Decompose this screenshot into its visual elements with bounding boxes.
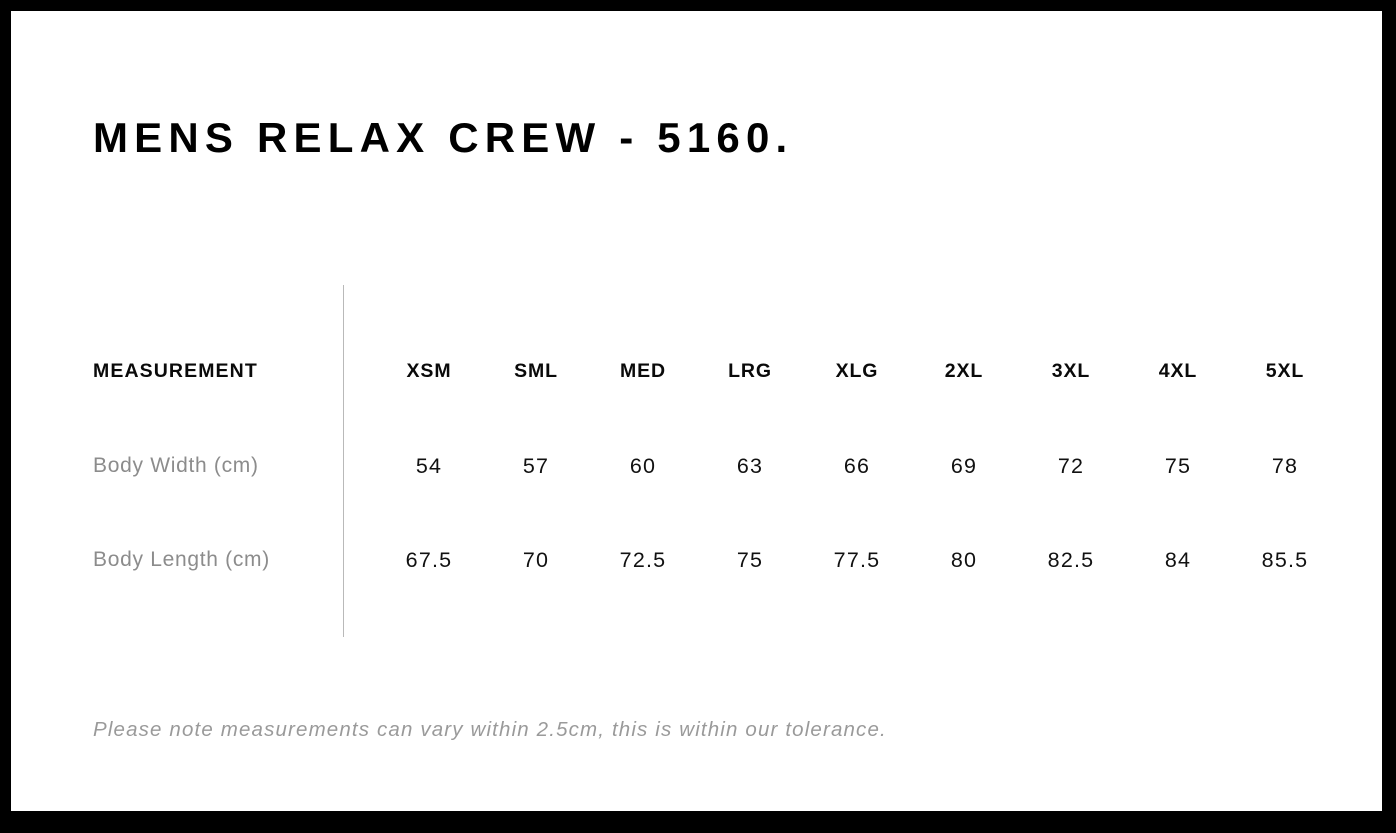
column-header-lrg: LRG	[728, 360, 772, 382]
cell-body-width-4xl: 75	[1164, 454, 1192, 478]
cell-body-length-lrg: 75	[736, 548, 764, 572]
cell-body-width-med: 60	[629, 454, 657, 478]
row-label-body-length: Body Length (cm)	[93, 548, 270, 571]
page-title: MENS RELAX CREW - 5160.	[93, 114, 794, 161]
cell-body-length-sml: 70	[522, 548, 550, 572]
cell-body-length-med: 72.5	[619, 548, 667, 572]
row-label-body-width: Body Width (cm)	[93, 454, 259, 477]
table-vertical-divider	[343, 285, 344, 637]
table-row: Body Width (cm) 54 57 60 63 66 69 72 75 …	[11, 446, 1382, 486]
table-row: Body Length (cm) 67.5 70 72.5 75 77.5 80…	[11, 540, 1382, 580]
column-header-xsm: XSM	[406, 360, 452, 382]
cell-body-length-4xl: 84	[1164, 548, 1192, 572]
column-header-xlg: XLG	[835, 360, 879, 382]
column-header-5xl: 5XL	[1265, 360, 1305, 382]
cell-body-width-5xl: 78	[1271, 454, 1299, 478]
cell-body-width-3xl: 72	[1057, 454, 1085, 478]
tolerance-footnote: Please note measurements can vary within…	[93, 718, 887, 741]
column-header-med: MED	[619, 360, 667, 382]
column-header-4xl: 4XL	[1158, 360, 1198, 382]
cell-body-length-2xl: 80	[950, 548, 978, 572]
column-header-3xl: 3XL	[1051, 360, 1091, 382]
cell-body-width-2xl: 69	[950, 454, 978, 478]
cell-body-length-xsm: 67.5	[405, 548, 453, 572]
size-chart-table: MEASUREMENT XSM SML MED LRG XLG 2XL 3XL …	[11, 11, 1382, 811]
column-header-measurement: MEASUREMENT	[93, 360, 258, 382]
table-header-row: MEASUREMENT XSM SML MED LRG XLG 2XL 3XL …	[11, 351, 1382, 391]
cell-body-width-xsm: 54	[415, 454, 443, 478]
cell-body-width-sml: 57	[522, 454, 550, 478]
size-chart-card: MENS RELAX CREW - 5160. MEASUREMENT XSM …	[11, 11, 1382, 811]
cell-body-length-3xl: 82.5	[1047, 548, 1095, 572]
column-header-2xl: 2XL	[944, 360, 984, 382]
cell-body-length-5xl: 85.5	[1261, 548, 1309, 572]
cell-body-length-xlg: 77.5	[833, 548, 881, 572]
cell-body-width-lrg: 63	[736, 454, 764, 478]
column-header-sml: SML	[514, 360, 558, 382]
cell-body-width-xlg: 66	[843, 454, 871, 478]
